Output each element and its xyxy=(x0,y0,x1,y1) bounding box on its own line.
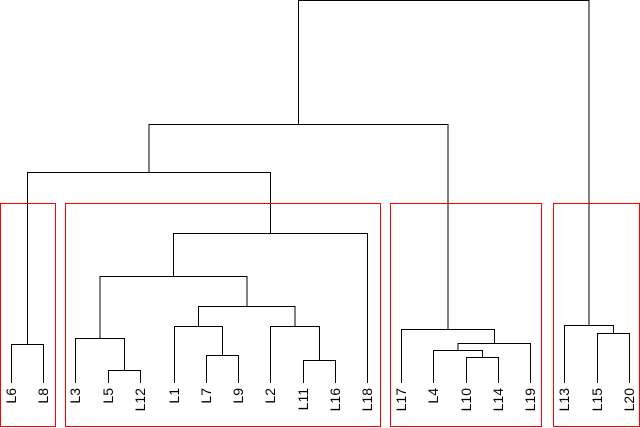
leaf-label: L17 xyxy=(393,388,409,412)
leaf-labels: L6 L8 L3 L5 L12 L1 L7 L9 L2 L11 L16 L18 L17 L4 L10 L14 L… xyxy=(3,388,637,412)
leaf-label: L6 xyxy=(3,388,19,404)
leaf-label: L18 xyxy=(359,388,375,412)
dendrogram-branch xyxy=(174,326,223,383)
dendrogram-branch xyxy=(597,333,630,383)
leaf-label: L14 xyxy=(490,388,506,412)
dendrogram-branch xyxy=(99,276,248,338)
leaf-label: L10 xyxy=(458,388,474,412)
dendrogram-branch xyxy=(433,350,483,383)
leaf-label: L4 xyxy=(425,388,441,404)
dendrogram-branch xyxy=(27,172,271,344)
leaf-label: L3 xyxy=(67,388,83,404)
dendrogram-branch xyxy=(466,357,499,383)
dendrogram-branches xyxy=(11,0,630,383)
leaf-label: L20 xyxy=(621,388,637,412)
leaf-label: L16 xyxy=(327,388,343,412)
leaf-label: L7 xyxy=(198,388,214,404)
cluster-box xyxy=(0,203,56,427)
dendrogram-branch xyxy=(172,233,368,383)
dendrogram-branch xyxy=(297,0,590,325)
leaf-label: L1 xyxy=(166,388,182,404)
dendrogram-branch xyxy=(270,326,320,383)
dendrogram-branch xyxy=(401,329,495,383)
dendrogram-branch xyxy=(303,360,336,383)
cluster-boxes xyxy=(0,203,640,427)
dendrogram-branch xyxy=(148,124,449,329)
leaf-label: L5 xyxy=(100,388,116,404)
leaf-label: L11 xyxy=(295,388,311,411)
dendrogram-branch xyxy=(457,343,531,383)
leaf-label: L15 xyxy=(589,388,605,412)
cluster-box xyxy=(65,203,381,427)
leaf-label: L19 xyxy=(522,388,538,412)
dendrogram-branch xyxy=(108,370,141,383)
dendrogram-branch xyxy=(75,338,125,383)
leaf-label: L13 xyxy=(556,388,572,412)
leaf-label: L8 xyxy=(35,388,51,404)
dendrogram-branch xyxy=(198,306,296,326)
dendrogram-branch xyxy=(206,355,239,383)
leaf-label: L9 xyxy=(230,388,246,404)
cluster-box xyxy=(390,203,542,427)
leaf-label: L12 xyxy=(132,388,148,412)
dendrogram-branch xyxy=(564,325,614,383)
dendrogram-branch xyxy=(11,344,44,383)
leaf-label: L2 xyxy=(262,388,278,404)
